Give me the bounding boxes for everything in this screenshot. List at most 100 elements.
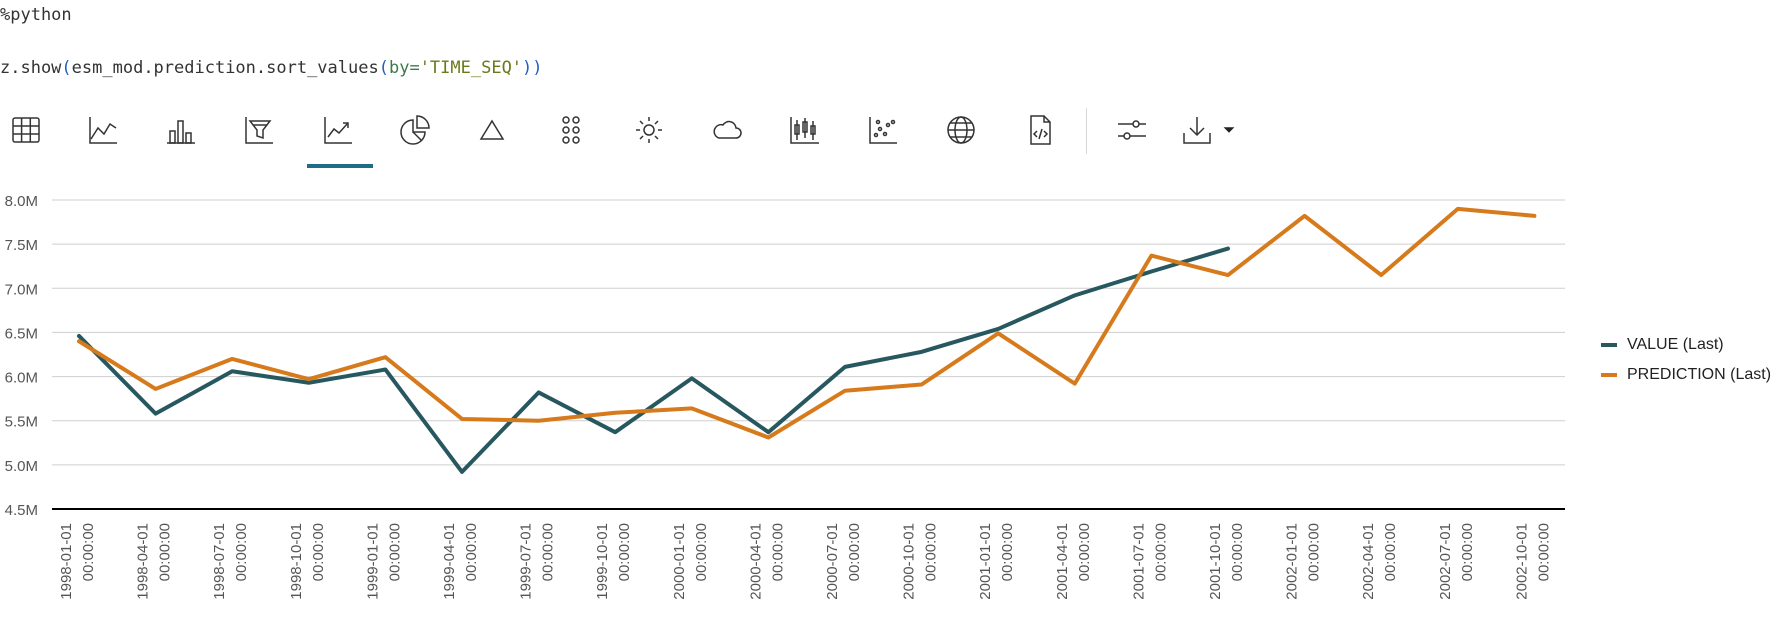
x-tick-label: 2002-07-01 00:00:00 xyxy=(1437,523,1476,600)
x-tick-label: 1999-04-01 00:00:00 xyxy=(441,523,480,600)
x-tick-date: 2000-10-01 xyxy=(901,523,918,600)
x-tick-label: 2002-01-01 00:00:00 xyxy=(1284,523,1323,600)
x-tick-time: 00:00:00 xyxy=(157,523,174,581)
legend-item-prediction[interactable]: PREDICTION (Last) xyxy=(1601,360,1771,390)
x-tick-date: 2001-01-01 xyxy=(977,523,994,600)
word-cloud-icon[interactable] xyxy=(701,100,753,160)
download-icon[interactable] xyxy=(1171,100,1223,160)
toolbar-separator xyxy=(1086,108,1087,154)
x-tick-label: 1998-10-01 00:00:00 xyxy=(288,523,327,600)
x-tick-time: 00:00:00 xyxy=(1535,523,1552,581)
chart-legend: VALUE (Last) PREDICTION (Last) xyxy=(1601,330,1771,390)
y-tick-label: 6.5M xyxy=(5,325,38,342)
x-tick-time: 00:00:00 xyxy=(1152,523,1169,581)
x-tick-date: 2001-10-01 xyxy=(1207,523,1224,600)
x-tick-time: 00:00:00 xyxy=(540,523,557,581)
x-tick-date: 2000-07-01 xyxy=(824,523,841,600)
legend-swatch-value xyxy=(1601,343,1617,347)
x-tick-time: 00:00:00 xyxy=(1229,523,1246,581)
x-tick-time: 00:00:00 xyxy=(386,523,403,581)
x-tick-time: 00:00:00 xyxy=(233,523,250,581)
y-tick-label: 6.0M xyxy=(5,370,38,387)
x-tick-label: 2002-10-01 00:00:00 xyxy=(1513,523,1552,600)
x-tick-label: 1998-04-01 00:00:00 xyxy=(135,523,174,600)
series-line-prediction xyxy=(77,206,1537,440)
legend-label-value: VALUE (Last) xyxy=(1627,336,1724,353)
x-tick-label: 2001-07-01 00:00:00 xyxy=(1130,523,1169,600)
y-tick-label: 8.0M xyxy=(5,193,38,210)
dots-grid-icon[interactable] xyxy=(545,100,597,160)
x-tick-date: 2002-01-01 xyxy=(1284,523,1301,600)
x-tick-date: 1999-01-01 xyxy=(364,523,381,600)
code-object: esm_mod.prediction.sort_values xyxy=(71,58,379,78)
funnel-chart-icon[interactable] xyxy=(233,100,285,160)
x-tick-time: 00:00:00 xyxy=(1306,523,1323,581)
x-tick-time: 00:00:00 xyxy=(923,523,940,581)
series-line-value xyxy=(77,246,1230,474)
y-tick-label: 4.5M xyxy=(5,502,38,519)
active-tab-indicator xyxy=(307,164,373,168)
legend-label-prediction: PREDICTION (Last) xyxy=(1627,366,1772,383)
y-tick-label: 7.5M xyxy=(5,237,38,254)
x-tick-time: 00:00:00 xyxy=(999,523,1016,581)
code-paren-close: )) xyxy=(522,58,543,78)
y-tick-label: 5.0M xyxy=(5,458,38,475)
code-paren-open-2: ( xyxy=(378,58,389,78)
x-tick-date: 1998-07-01 xyxy=(211,523,228,600)
y-tick-label: 5.5M xyxy=(5,414,38,431)
sunburst-icon[interactable] xyxy=(623,100,675,160)
x-tick-time: 00:00:00 xyxy=(1382,523,1399,581)
x-tick-date: 2001-04-01 xyxy=(1054,523,1071,600)
bar-chart-icon[interactable] xyxy=(155,100,207,160)
line-chart-icon[interactable] xyxy=(312,100,364,160)
code-paren-open: ( xyxy=(61,58,72,78)
x-tick-label: 1999-07-01 00:00:00 xyxy=(518,523,557,600)
pyramid-chart-icon[interactable] xyxy=(466,100,518,160)
map-globe-icon[interactable] xyxy=(935,100,987,160)
x-tick-time: 00:00:00 xyxy=(846,523,863,581)
legend-swatch-prediction xyxy=(1601,373,1617,377)
code-line-magic: %python xyxy=(0,5,72,25)
line-chart: 4.5M 5.0M 5.5M 6.0M 6.5M 7.0M 7.5M 8.0M 1998-01-… xyxy=(5,193,1565,600)
x-tick-time: 00:00:00 xyxy=(769,523,786,581)
x-tick-label: 2000-10-01 00:00:00 xyxy=(901,523,940,600)
x-tick-time: 00:00:00 xyxy=(310,523,327,581)
x-tick-date: 2001-07-01 xyxy=(1130,523,1147,600)
x-tick-time: 00:00:00 xyxy=(1459,523,1476,581)
x-tick-label: 2002-04-01 00:00:00 xyxy=(1360,523,1399,600)
x-tick-label: 2000-01-01 00:00:00 xyxy=(671,523,710,600)
x-tick-date: 2002-07-01 xyxy=(1437,523,1454,600)
x-tick-label: 2000-04-01 00:00:00 xyxy=(747,523,786,600)
x-tick-label: 2001-10-01 00:00:00 xyxy=(1207,523,1246,600)
boxplot-icon[interactable] xyxy=(779,100,831,160)
x-tick-label: 1998-07-01 00:00:00 xyxy=(211,523,250,600)
code-string: 'TIME_SEQ' xyxy=(419,58,523,78)
chevron-down-icon[interactable] xyxy=(1209,100,1249,160)
x-tick-time: 00:00:00 xyxy=(616,523,633,581)
table-icon[interactable] xyxy=(0,100,52,160)
scatter-chart-icon[interactable] xyxy=(857,100,909,160)
code-keyword-arg: by= xyxy=(388,58,420,78)
x-tick-date: 2000-01-01 xyxy=(671,523,688,600)
settings-sliders-icon[interactable] xyxy=(1106,100,1158,160)
x-tick-date: 1998-01-01 xyxy=(58,523,75,600)
code-file-icon[interactable] xyxy=(1014,100,1066,160)
chart-toolbar xyxy=(0,100,1300,170)
x-tick-date: 2002-10-01 xyxy=(1513,523,1530,600)
x-tick-label: 1999-10-01 00:00:00 xyxy=(594,523,633,600)
x-tick-date: 1999-07-01 xyxy=(518,523,535,600)
x-tick-date: 1999-10-01 xyxy=(594,523,611,600)
x-tick-time: 00:00:00 xyxy=(80,523,97,581)
area-chart-icon[interactable] xyxy=(77,100,129,160)
x-tick-label: 1998-01-01 00:00:00 xyxy=(58,523,97,600)
y-tick-label: 7.0M xyxy=(5,281,38,298)
x-tick-label: 1999-01-01 00:00:00 xyxy=(364,523,403,600)
x-tick-time: 00:00:00 xyxy=(693,523,710,581)
pie-chart-icon[interactable] xyxy=(389,100,441,160)
x-tick-time: 00:00:00 xyxy=(1076,523,1093,581)
x-tick-date: 1999-04-01 xyxy=(441,523,458,600)
x-tick-label: 2001-04-01 00:00:00 xyxy=(1054,523,1093,600)
x-tick-date: 1998-04-01 xyxy=(135,523,152,600)
x-tick-label: 2000-07-01 00:00:00 xyxy=(824,523,863,600)
legend-item-value[interactable]: VALUE (Last) xyxy=(1601,330,1771,360)
